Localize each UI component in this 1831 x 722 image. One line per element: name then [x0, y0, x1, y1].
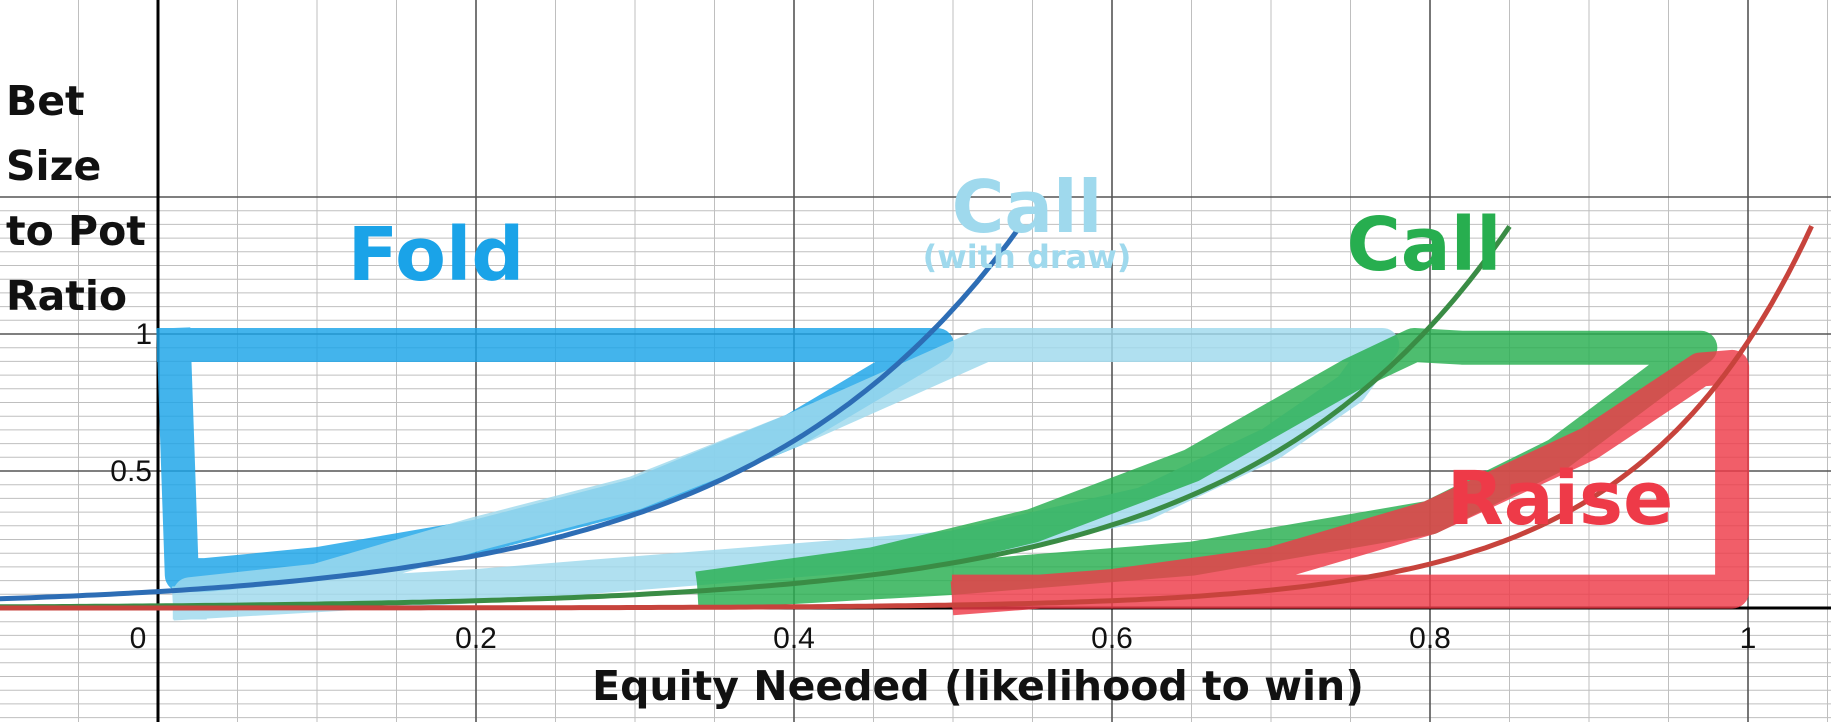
- region-label: Fold: [348, 212, 525, 298]
- y-tick-label: 1: [135, 318, 152, 351]
- x-tick-label: 0.6: [1091, 622, 1133, 655]
- region-outline: [950, 349, 1750, 616]
- y-tick-labels: 0.51: [110, 318, 152, 488]
- x-tick-label: 0.8: [1409, 622, 1451, 655]
- curves: [0, 224, 1814, 611]
- y-axis-title-line: Size: [6, 142, 101, 190]
- y-axis-title-line: Bet: [6, 77, 85, 125]
- y-axis-title-line: to Pot: [6, 207, 146, 255]
- x-tick-label: 1: [1740, 622, 1757, 655]
- x-tick-label: 0: [130, 622, 147, 655]
- x-tick-label: 0.4: [773, 622, 815, 655]
- region-sub-label: (with draw): [923, 238, 1132, 276]
- region-label: Raise: [1447, 456, 1674, 542]
- y-tick-label: 0.5: [110, 455, 152, 488]
- region-label: Call: [952, 165, 1103, 249]
- x-tick-label: 0.2: [455, 622, 497, 655]
- x-tick-labels: 0 0.2 0.4 0.6 0.8 1: [130, 622, 1757, 655]
- y-axis-title: Bet Size to Pot Ratio: [6, 77, 160, 320]
- series-line: [0, 229, 1019, 602]
- y-axis-title-line: Ratio: [6, 272, 127, 320]
- region-label: Call: [1347, 202, 1502, 288]
- x-axis-title: Equity Needed (likelihood to win): [592, 662, 1364, 710]
- series-line: [0, 225, 1814, 611]
